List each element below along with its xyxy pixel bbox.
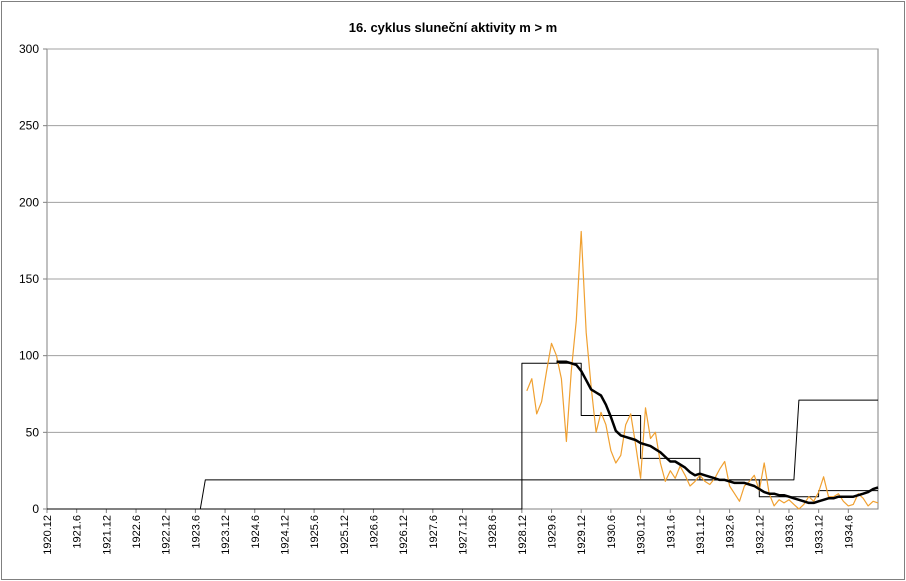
- x-tick-label: 1924.12: [279, 515, 291, 555]
- x-tick-label: 1931.6: [665, 515, 677, 549]
- series-line-monthly: [526, 230, 879, 510]
- chart-title: 16. cyklus sluneční aktivity m > m: [348, 20, 558, 35]
- y-tick-label: 200: [19, 195, 39, 209]
- x-tick-label: 1923.6: [190, 515, 202, 549]
- series-line-smoothed: [556, 360, 879, 505]
- x-tick-label: 1933.12: [814, 515, 826, 555]
- x-tick-label: 1928.12: [517, 515, 529, 555]
- x-tick-label: 1924.6: [250, 515, 262, 549]
- x-tick-label: 1929.6: [547, 515, 559, 549]
- x-tick-label: 1926.12: [398, 515, 410, 555]
- x-tick-label: 1926.6: [368, 515, 380, 549]
- x-tick-label: 1927.6: [428, 515, 440, 549]
- x-tick-label: 1934.6: [843, 515, 855, 549]
- x-tick-label: 1922.12: [161, 515, 173, 555]
- x-tick-label: 1921.12: [101, 515, 113, 555]
- x-tick-label: 1932.6: [725, 515, 737, 549]
- y-tick-label: 150: [19, 272, 39, 286]
- series-line-step: [47, 362, 878, 510]
- x-tick-label: 1928.6: [487, 515, 499, 549]
- y-tick-label: 0: [32, 502, 39, 516]
- series-line-step: [47, 399, 878, 510]
- x-tick-label: 1922.6: [131, 515, 143, 549]
- x-tick-label: 1932.12: [754, 515, 766, 555]
- x-tick-label: 1920.12: [42, 515, 54, 555]
- x-tick-label: 1921.6: [72, 515, 84, 549]
- x-tick-label: 1925.6: [309, 515, 321, 549]
- x-tick-label: 1933.6: [784, 515, 796, 549]
- y-tick-label: 250: [19, 119, 39, 133]
- x-tick-label: 1923.12: [220, 515, 232, 555]
- y-tick-label: 100: [19, 349, 39, 363]
- x-tick-label: 1929.12: [576, 515, 588, 555]
- x-tick-label: 1925.12: [339, 515, 351, 555]
- x-tick-label: 1927.12: [458, 515, 470, 555]
- x-tick-label: 1930.12: [636, 515, 648, 555]
- y-tick-label: 300: [19, 42, 39, 56]
- x-tick-label: 1931.12: [695, 515, 707, 555]
- y-tick-label: 50: [26, 425, 40, 439]
- x-tick-label: 1930.6: [606, 515, 618, 549]
